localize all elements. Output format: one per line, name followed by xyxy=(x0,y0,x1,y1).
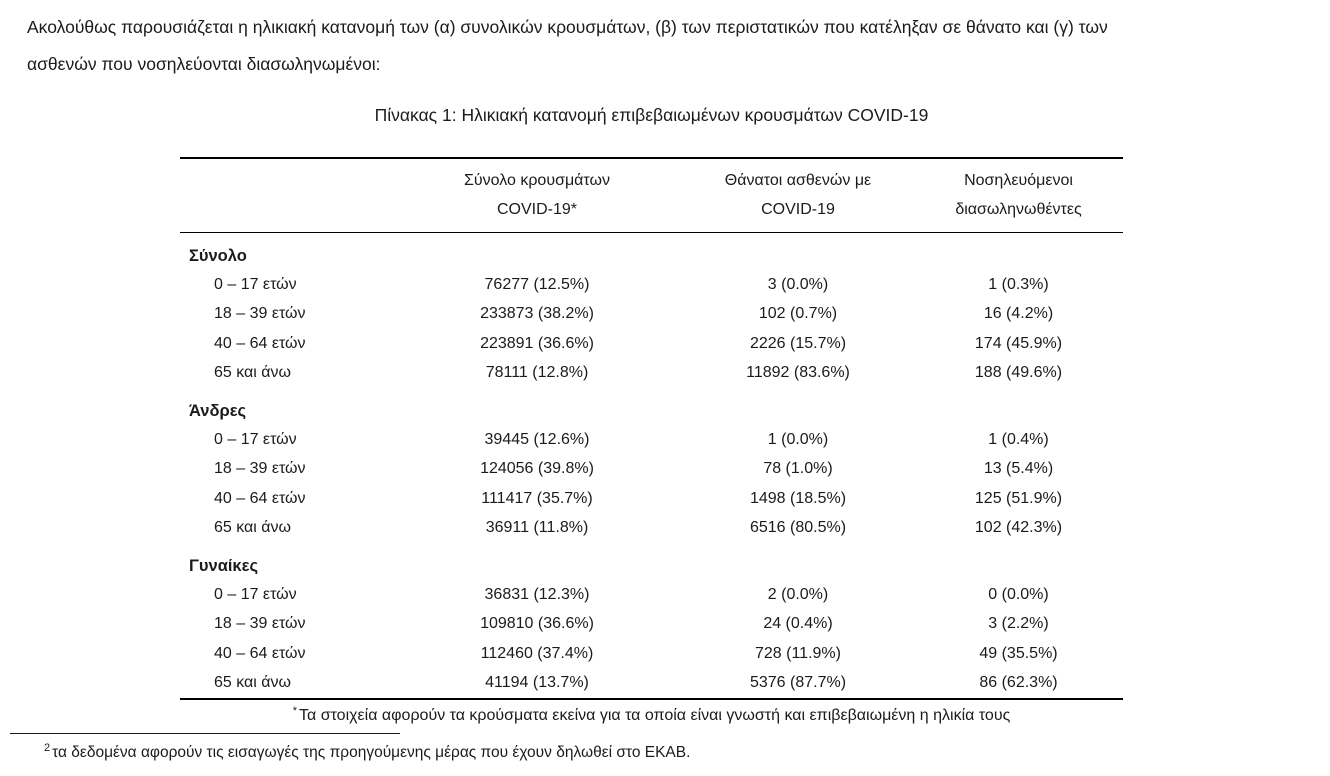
age-cell: 0 – 17 ετών xyxy=(214,585,297,603)
intubated-cell: 13 (5.4%) xyxy=(983,460,1054,477)
age-cell: 40 – 64 ετών xyxy=(214,489,306,507)
column-header-line: Θάνατοι ασθενών με xyxy=(724,172,872,189)
intubated-cell: 49 (35.5%) xyxy=(979,644,1058,662)
footnote-number-marker: 2 xyxy=(44,741,51,754)
deaths-cell: 1498 (18.5%) xyxy=(749,489,847,507)
deaths-cell: 11892 (83.6%) xyxy=(746,364,850,381)
cases-cell: 112460 (37.4%) xyxy=(480,644,594,662)
column-header-line: Νοσηλευόμενοι xyxy=(964,172,1073,189)
section-label: Γυναίκες xyxy=(189,556,259,575)
table-row: 0 – 17 ετών 39445 (12.6%) 1 (0.0%) 1 (0.… xyxy=(180,425,1123,455)
column-header-line: COVID-19 xyxy=(761,201,835,218)
cases-cell: 111417 (35.7%) xyxy=(481,489,593,507)
table-row: 0 – 17 ετών 76277 (12.5%) 3 (0.0%) 1 (0.… xyxy=(180,270,1123,300)
deaths-cell: 2226 (15.7%) xyxy=(749,334,847,352)
table-footnote-text: Τα στοιχεία αφορούν τα κρούσματα εκείνα … xyxy=(299,707,1011,724)
table-title: Πίνακας 1: Ηλικιακή κατανομή επιβεβαιωμέ… xyxy=(374,105,929,125)
table-row: 0 – 17 ετών 36831 (12.3%) 2 (0.0%) 0 (0.… xyxy=(180,580,1123,610)
cases-cell: 124056 (39.8%) xyxy=(480,460,594,477)
deaths-cell: 78 (1.0%) xyxy=(763,460,833,477)
deaths-cell: 24 (0.4%) xyxy=(763,615,833,632)
deaths-cell: 1 (0.0%) xyxy=(767,430,829,448)
table-footnote: * Τα στοιχεία αφορούν τα κρούσματα εκείνα… xyxy=(180,705,1123,727)
table-row: 65 και άνω 41194 (13.7%) 5376 (87.7%) 86… xyxy=(180,668,1123,699)
intubated-cell: 174 (45.9%) xyxy=(974,334,1063,352)
section-row-total: Σύνολο xyxy=(180,233,1123,270)
column-header-total-cases: Σύνολο κρουσμάτων COVID-19* xyxy=(392,158,682,233)
age-cell: 18 – 39 ετών xyxy=(214,460,306,477)
cases-cell: 76277 (12.5%) xyxy=(484,275,590,293)
table-row: 18 – 39 ετών 109810 (36.6%) 24 (0.4%) 3 … xyxy=(180,609,1123,639)
column-header-deaths: Θάνατοι ασθενών με COVID-19 xyxy=(682,158,914,233)
intro-line-1: Ακολούθως παρουσιάζεται η ηλικιακή καταν… xyxy=(27,17,1108,37)
table-row: 18 – 39 ετών 233873 (38.2%) 102 (0.7%) 1… xyxy=(180,299,1123,329)
age-cell: 18 – 39 ετών xyxy=(214,615,306,632)
cases-cell: 109810 (36.6%) xyxy=(480,615,594,632)
deaths-cell: 5376 (87.7%) xyxy=(749,674,847,692)
deaths-cell: 2 (0.0%) xyxy=(767,585,829,603)
footnote-separator-line xyxy=(10,733,400,734)
age-cell: 65 και άνω xyxy=(214,364,292,381)
cases-cell: 78111 (12.8%) xyxy=(485,364,589,381)
deaths-cell: 3 (0.0%) xyxy=(767,275,829,293)
column-header-line: COVID-19* xyxy=(496,201,578,218)
intubated-cell: 3 (2.2%) xyxy=(988,615,1049,632)
deaths-cell: 102 (0.7%) xyxy=(758,305,838,322)
age-cell: 40 – 64 ετών xyxy=(214,644,306,662)
column-header-line: Σύνολο κρουσμάτων xyxy=(463,172,610,189)
table-row: 18 – 39 ετών 124056 (39.8%) 78 (1.0%) 13… xyxy=(180,454,1123,484)
section-label: Σύνολο xyxy=(189,246,247,265)
page-footnote-text: τα δεδομένα αφορούν τις εισαγωγές της πρ… xyxy=(52,744,691,761)
cases-cell: 233873 (38.2%) xyxy=(480,305,594,322)
section-row-men: Άνδρες xyxy=(180,388,1123,425)
covid-age-distribution-table: Σύνολο κρουσμάτων COVID-19* Θάνατοι ασθε… xyxy=(180,157,1123,700)
cases-cell: 39445 (12.6%) xyxy=(484,430,590,448)
age-cell: 0 – 17 ετών xyxy=(214,275,297,293)
intro-line-2: ασθενών που νοσηλεύονται διασωληνωμένοι: xyxy=(27,54,381,74)
age-cell: 65 και άνω xyxy=(214,674,292,692)
age-cell: 18 – 39 ετών xyxy=(214,305,306,322)
intubated-cell: 188 (49.6%) xyxy=(974,364,1063,381)
intro-paragraph: Ακολούθως παρουσιάζεται η ηλικιακή καταν… xyxy=(27,9,1319,83)
table-row: 40 – 64 ετών 223891 (36.6%) 2226 (15.7%)… xyxy=(180,329,1123,359)
age-cell: 65 και άνω xyxy=(214,519,292,536)
intubated-cell: 0 (0.0%) xyxy=(988,585,1049,603)
table-row: 65 και άνω 78111 (12.8%) 11892 (83.6%) 1… xyxy=(180,358,1123,388)
header-row: Σύνολο κρουσμάτων COVID-19* Θάνατοι ασθε… xyxy=(180,158,1123,233)
table-row: 40 – 64 ετών 112460 (37.4%) 728 (11.9%) … xyxy=(180,639,1123,669)
intubated-cell: 1 (0.3%) xyxy=(988,275,1049,293)
cases-cell: 223891 (36.6%) xyxy=(480,334,594,352)
intubated-cell: 125 (51.9%) xyxy=(974,489,1063,507)
intubated-cell: 102 (42.3%) xyxy=(974,519,1063,536)
cases-cell: 36831 (12.3%) xyxy=(484,585,590,603)
covid-age-table-block: Πίνακας 1: Ηλικιακή κατανομή επιβεβαιωμέ… xyxy=(180,103,1123,727)
deaths-cell: 6516 (80.5%) xyxy=(749,519,847,536)
asterisk-marker: * xyxy=(292,704,297,717)
cases-cell: 36911 (11.8%) xyxy=(485,519,589,536)
intubated-cell: 1 (0.4%) xyxy=(988,430,1049,448)
table-row: 40 – 64 ετών 111417 (35.7%) 1498 (18.5%)… xyxy=(180,484,1123,514)
intubated-cell: 16 (4.2%) xyxy=(983,305,1054,322)
age-cell: 0 – 17 ετών xyxy=(214,430,297,448)
section-label: Άνδρες xyxy=(189,401,247,420)
page-footnote: 2 τα δεδομένα αφορούν τις εισαγωγές της π… xyxy=(44,742,690,764)
section-row-women: Γυναίκες xyxy=(180,543,1123,580)
cases-cell: 41194 (13.7%) xyxy=(485,674,589,692)
table-row: 65 και άνω 36911 (11.8%) 6516 (80.5%) 10… xyxy=(180,513,1123,543)
column-header-intubated: Νοσηλευόμενοι διασωληνωθέντες xyxy=(914,158,1123,233)
age-cell: 40 – 64 ετών xyxy=(214,334,306,352)
column-header-line: διασωληνωθέντες xyxy=(955,201,1082,218)
intubated-cell: 86 (62.3%) xyxy=(979,674,1058,692)
header-empty-cell xyxy=(180,158,392,233)
deaths-cell: 728 (11.9%) xyxy=(755,644,841,662)
